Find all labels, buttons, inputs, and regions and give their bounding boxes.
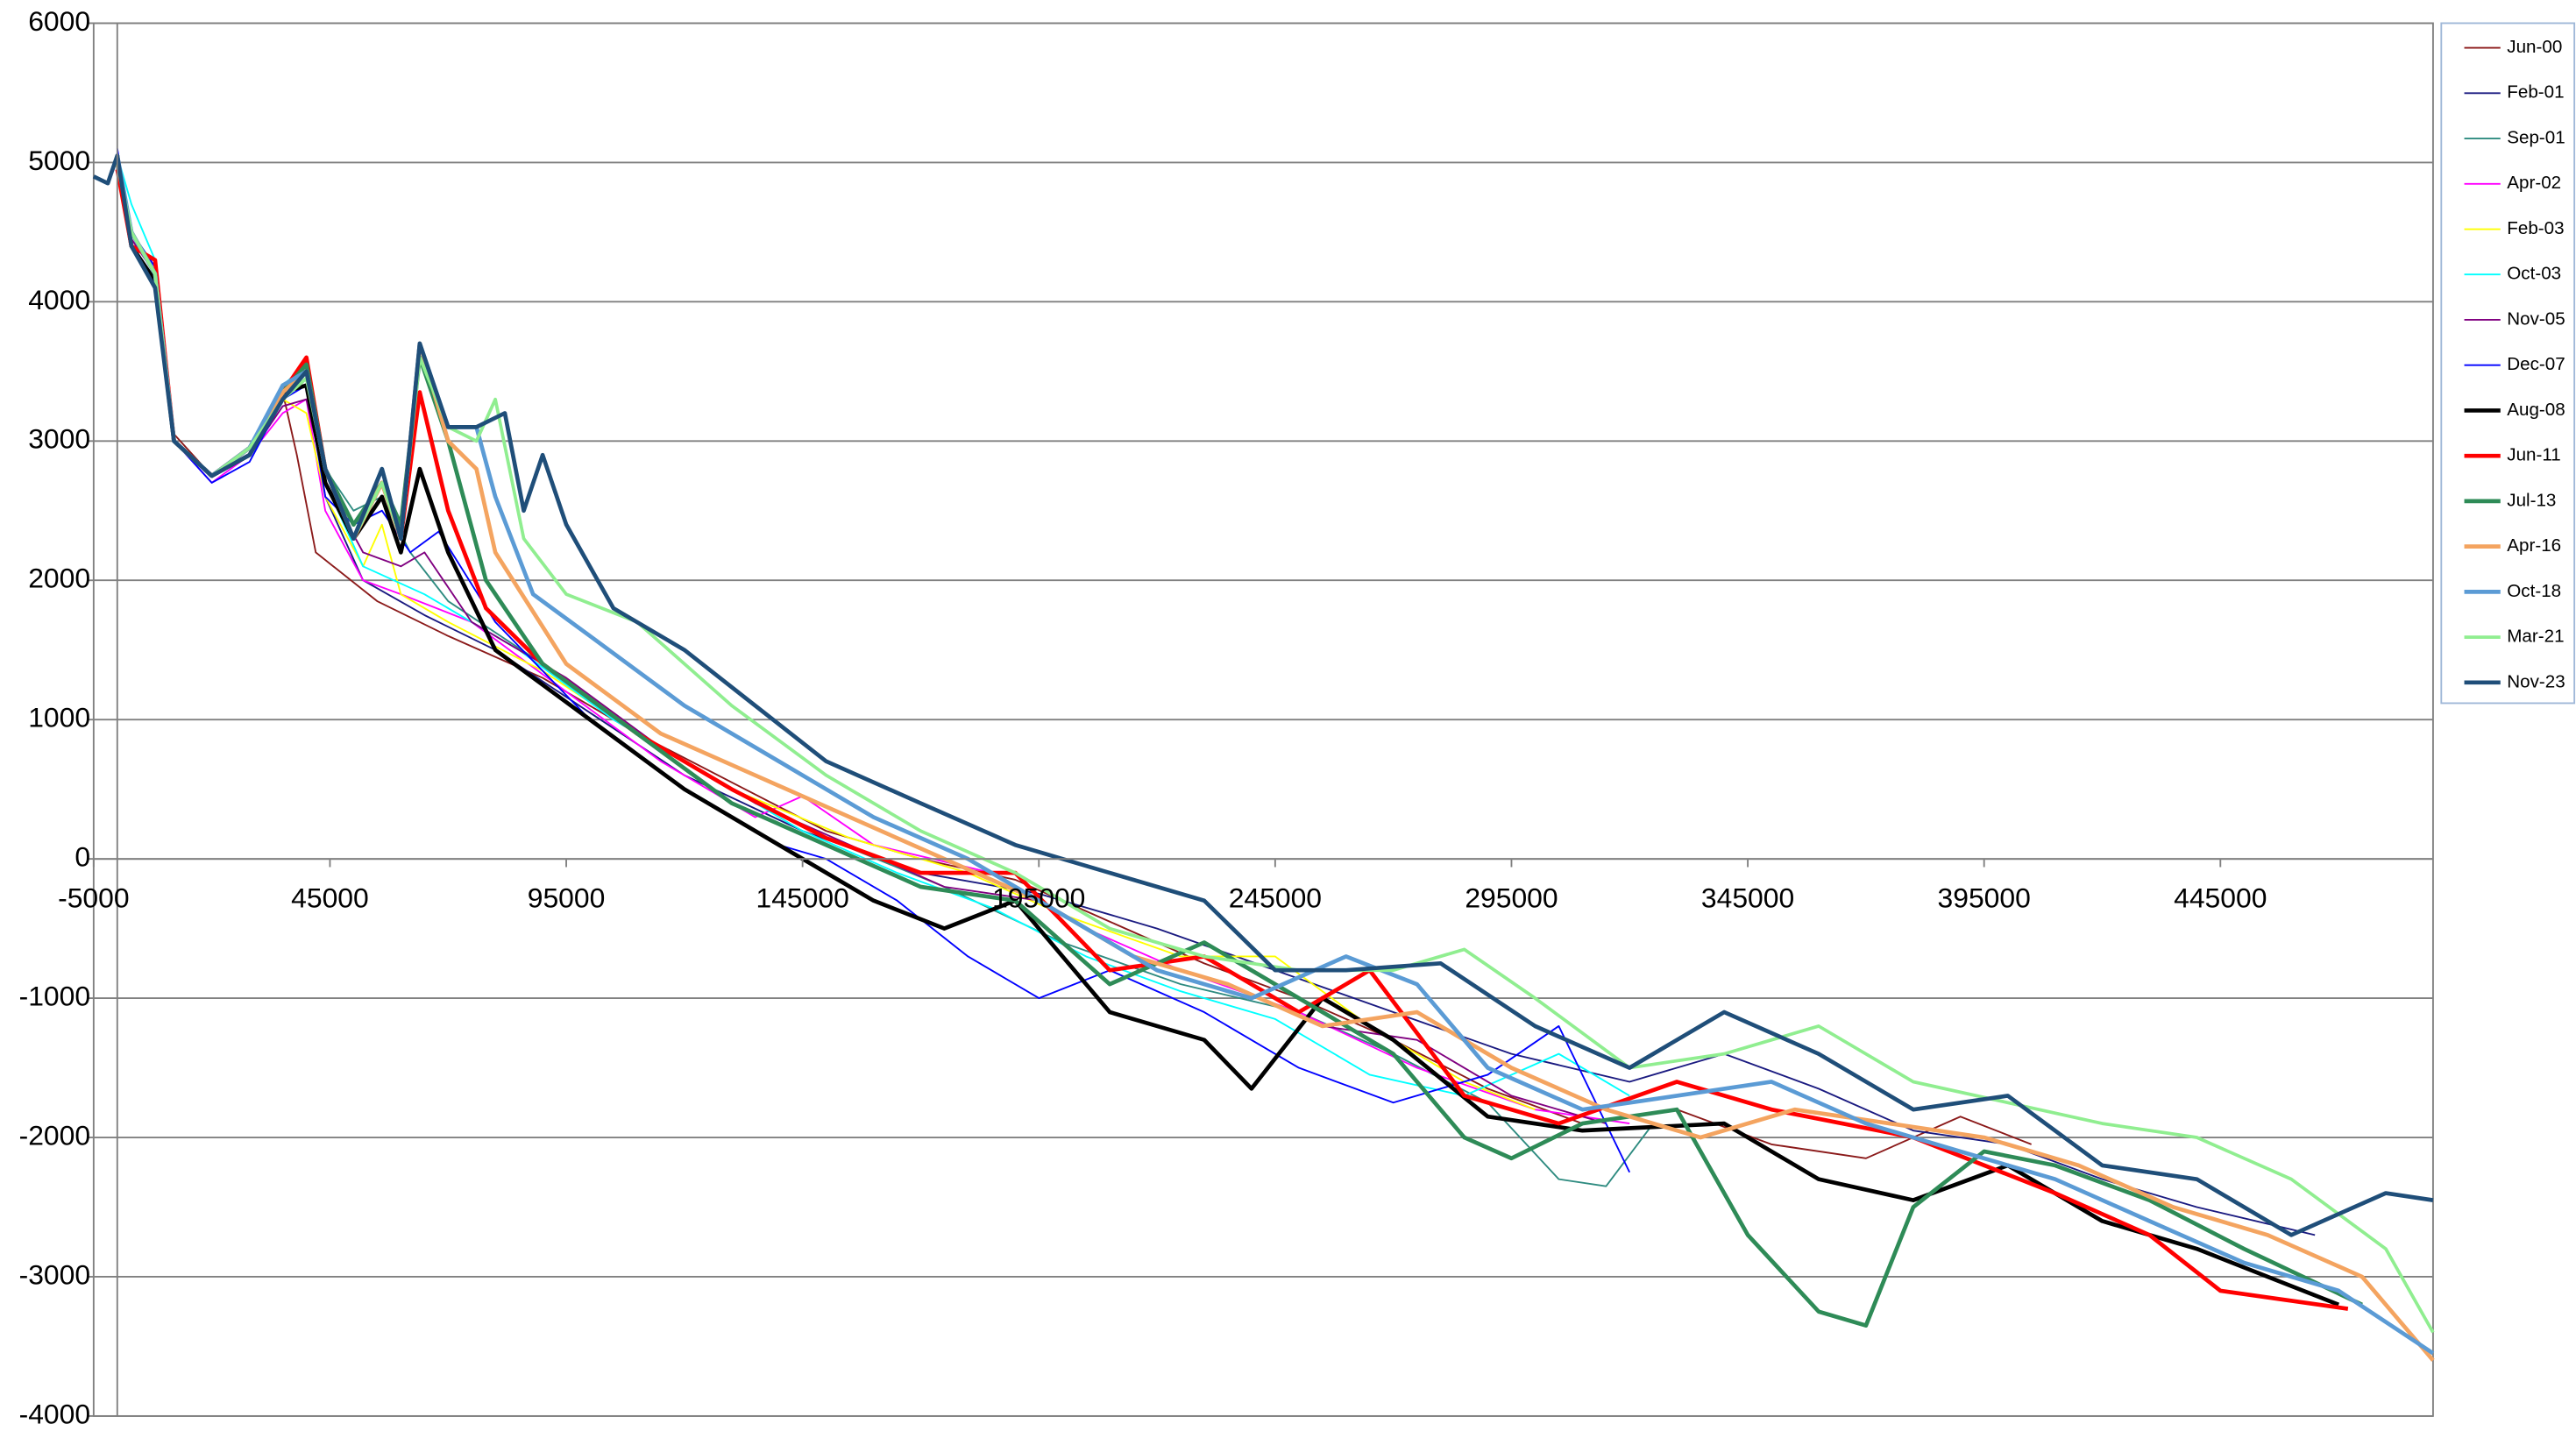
legend-label: Oct-03 <box>2507 264 2561 284</box>
legend-label: Mar-21 <box>2507 627 2564 647</box>
x-tick-label: 145000 <box>756 882 848 913</box>
y-tick-label: -2000 <box>19 1119 90 1151</box>
x-tick-label: 195000 <box>992 882 1085 913</box>
plot-lines <box>92 148 2435 1362</box>
y-tick-label: 1000 <box>28 702 90 733</box>
legend-label: Apr-16 <box>2507 535 2561 556</box>
series-line <box>115 161 2435 1362</box>
y-tick-label: 3000 <box>28 423 90 455</box>
x-tick-label: -5000 <box>58 882 129 913</box>
series-line <box>116 148 1631 1173</box>
y-tick-label: 5000 <box>28 145 90 176</box>
x-tick-label: 395000 <box>1938 882 2031 913</box>
y-tick-label: 6000 <box>28 5 90 37</box>
x-tick-label: 45000 <box>291 882 369 913</box>
legend-label: Feb-01 <box>2507 82 2564 103</box>
legend-box <box>2440 22 2576 705</box>
axes: -4000 -3000 -2000 -1000 0 1000 2000 3000 4000 500… <box>19 5 2433 1429</box>
legend-label: Apr-02 <box>2507 173 2561 193</box>
legend-label: Dec-07 <box>2507 354 2565 374</box>
x-tick-label: 295000 <box>1465 882 1558 913</box>
y-tick-label: -4000 <box>19 1398 90 1429</box>
legend-label: Jun-00 <box>2507 37 2562 57</box>
legend-label: Jun-11 <box>2507 445 2561 465</box>
legend-label: Nov-23 <box>2507 671 2565 691</box>
legend-label: Feb-03 <box>2507 218 2564 238</box>
x-tick-label: 95000 <box>528 882 606 913</box>
y-tick-label: -3000 <box>19 1258 90 1290</box>
series-line <box>92 153 2434 1237</box>
legend-label: Aug-08 <box>2507 400 2565 420</box>
legend-label: Oct-18 <box>2507 581 2561 601</box>
y-tick-label: 0 <box>75 841 90 873</box>
x-tick-label: 345000 <box>1701 882 1794 913</box>
legend-label: Nov-05 <box>2507 308 2565 329</box>
legend-label: Sep-01 <box>2507 127 2565 147</box>
x-tick-label: 445000 <box>2174 882 2267 913</box>
y-tick-label: 2000 <box>28 563 90 594</box>
y-tick-label: 4000 <box>28 284 90 315</box>
x-tick-label: 245000 <box>1229 882 1322 913</box>
legend: Jun-00 Feb-01 Sep-01 Apr-02 Feb-03 Oct-03 Nov-… <box>2440 22 2576 705</box>
y-tick-label: -1000 <box>19 980 90 1011</box>
legend-label: Jul-13 <box>2507 490 2556 510</box>
series-line <box>115 155 2435 1356</box>
